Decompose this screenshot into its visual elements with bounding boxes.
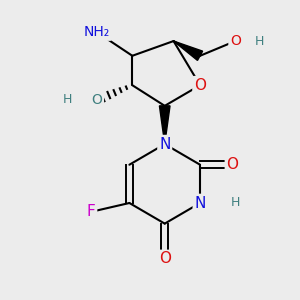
Text: O: O (226, 157, 238, 172)
Text: O: O (159, 251, 171, 266)
Polygon shape (159, 106, 170, 144)
Text: O: O (230, 34, 241, 48)
Text: H: H (63, 93, 72, 106)
Text: N: N (159, 136, 170, 152)
Text: O: O (92, 93, 102, 107)
Text: F: F (87, 204, 95, 219)
Text: H: H (254, 34, 264, 48)
Text: N: N (194, 196, 206, 211)
Text: H: H (231, 196, 240, 209)
Polygon shape (174, 41, 202, 60)
Text: NH₂: NH₂ (84, 25, 110, 39)
Text: O: O (194, 78, 206, 93)
